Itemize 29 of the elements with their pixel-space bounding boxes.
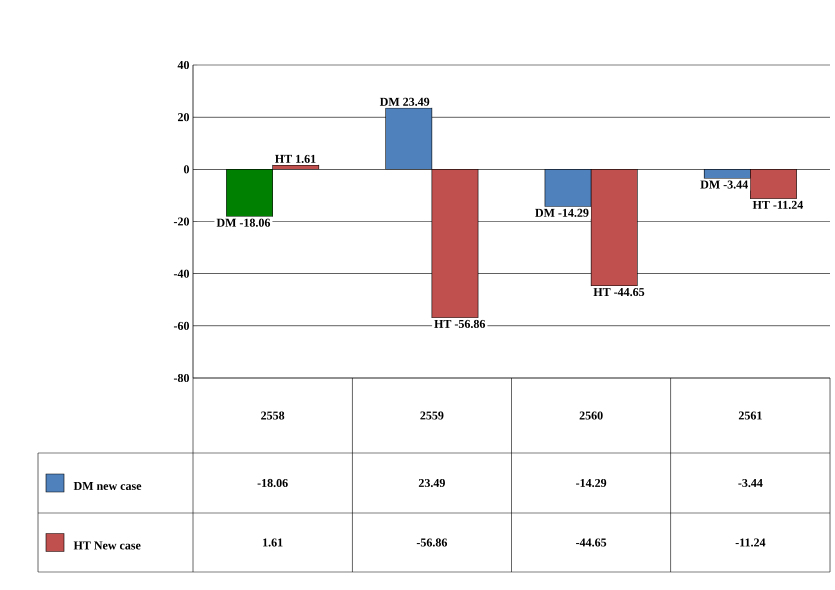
data-label: -18.06 bbox=[258, 478, 288, 488]
annotation: HT 1.61 bbox=[275, 154, 316, 163]
x-tick-label: 2559 bbox=[420, 411, 444, 420]
data-label: -3.44 bbox=[738, 478, 763, 488]
y-tick-label: 0 bbox=[184, 165, 190, 174]
annotation: HT -56.86 bbox=[434, 320, 486, 328]
data-label: 23.49 bbox=[418, 478, 445, 488]
y-tick-label: 40 bbox=[178, 60, 190, 70]
data-label: 1.61 bbox=[263, 538, 283, 547]
data-label: -44.65 bbox=[576, 538, 606, 547]
annotation: HT -44.65 bbox=[594, 288, 644, 296]
annotation: DM -14.29 bbox=[535, 208, 588, 217]
y-tick-label: -40 bbox=[174, 270, 190, 278]
data-label: -14.29 bbox=[576, 478, 606, 488]
data-label: -11.24 bbox=[736, 538, 766, 547]
x-tick-label: 2558 bbox=[261, 411, 284, 420]
data-label: -56.86 bbox=[416, 538, 448, 547]
y-tick-label: -20 bbox=[174, 217, 190, 226]
legend-label: HT New case bbox=[74, 542, 141, 550]
annotation: DM 23.49 bbox=[380, 98, 430, 106]
x-tick-label: 2561 bbox=[738, 411, 762, 420]
annotation: DM -18.06 bbox=[216, 218, 270, 227]
annotation: DM -3.44 bbox=[700, 180, 748, 189]
y-tick-label: -80 bbox=[174, 374, 190, 382]
x-tick-label: 2560 bbox=[580, 411, 603, 420]
legend-label: DM new case bbox=[74, 482, 142, 490]
annotation: HT -11.24 bbox=[752, 200, 804, 209]
y-tick-label: -60 bbox=[174, 322, 190, 330]
y-tick-label: 20 bbox=[178, 113, 190, 122]
